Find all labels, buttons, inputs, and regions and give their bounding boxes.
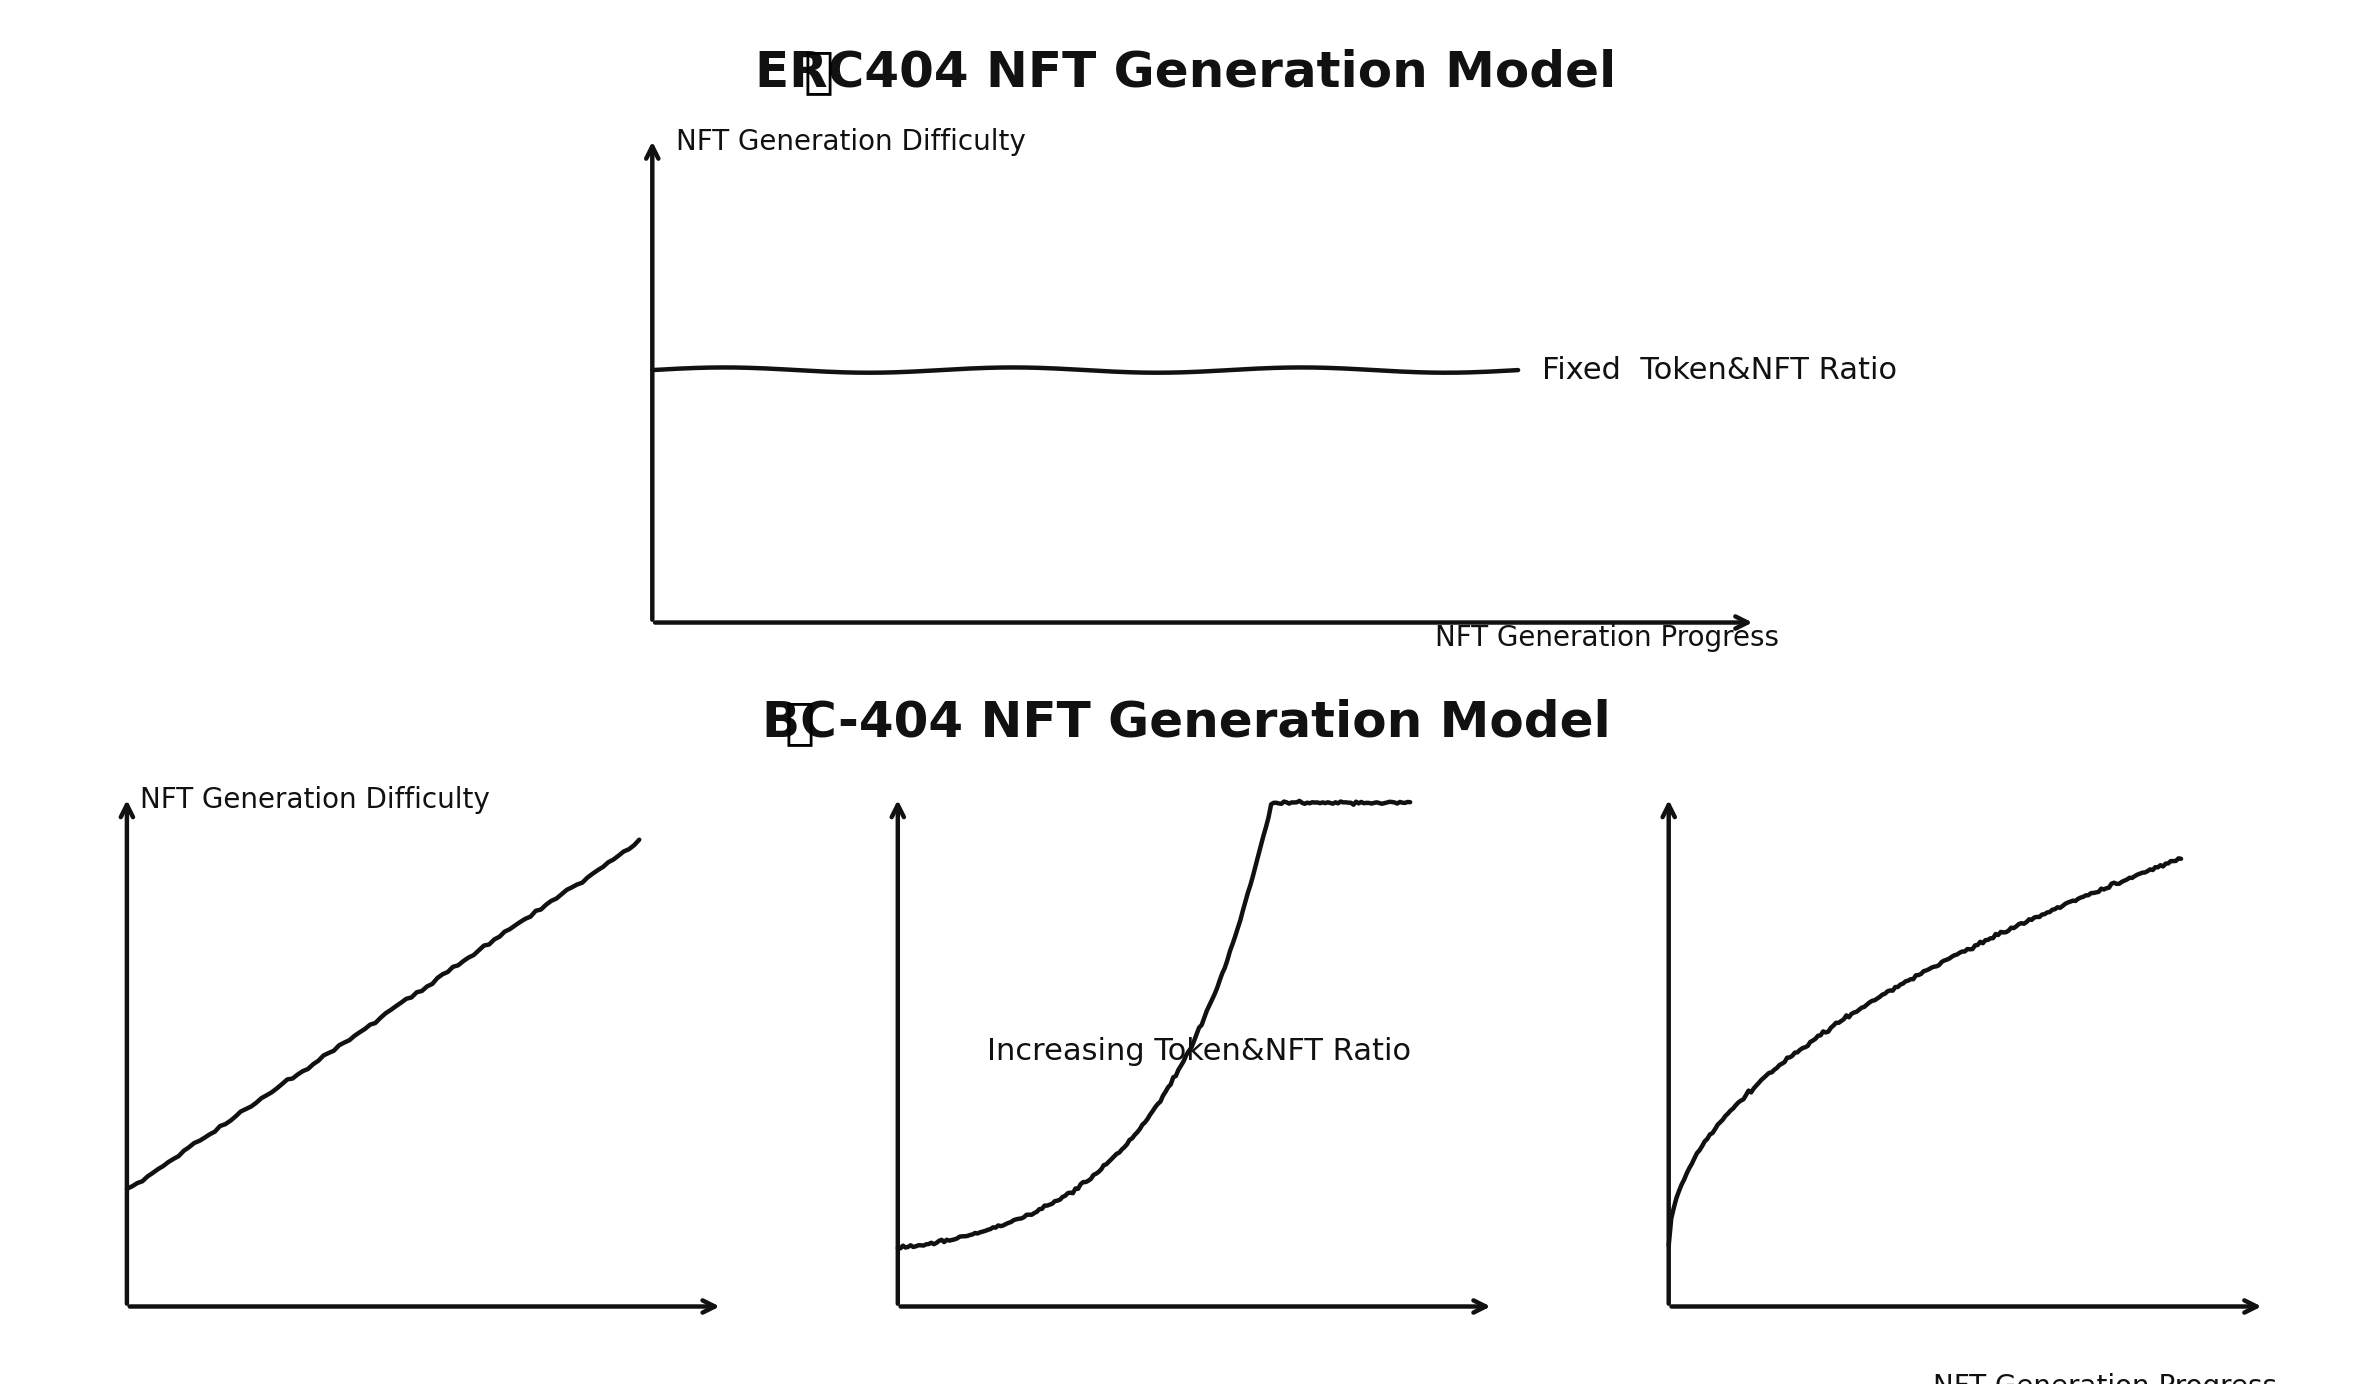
Text: NFT Generation Difficulty: NFT Generation Difficulty	[676, 129, 1025, 156]
Text: ERC404 NFT Generation Model: ERC404 NFT Generation Model	[754, 48, 1618, 97]
Text: NFT Generation Progress: NFT Generation Progress	[1435, 624, 1779, 652]
Text: Fixed  Token&NFT Ratio: Fixed Token&NFT Ratio	[1542, 356, 1898, 385]
Text: NFT Generation Progress: NFT Generation Progress	[1933, 1373, 2277, 1384]
Text: Increasing Token&NFT Ratio: Increasing Token&NFT Ratio	[987, 1038, 1411, 1066]
Text: 🐸: 🐸	[804, 48, 833, 97]
Text: BC-404 NFT Generation Model: BC-404 NFT Generation Model	[761, 699, 1611, 747]
Text: NFT Generation Difficulty: NFT Generation Difficulty	[140, 786, 489, 814]
Text: 🐸: 🐸	[785, 699, 814, 747]
